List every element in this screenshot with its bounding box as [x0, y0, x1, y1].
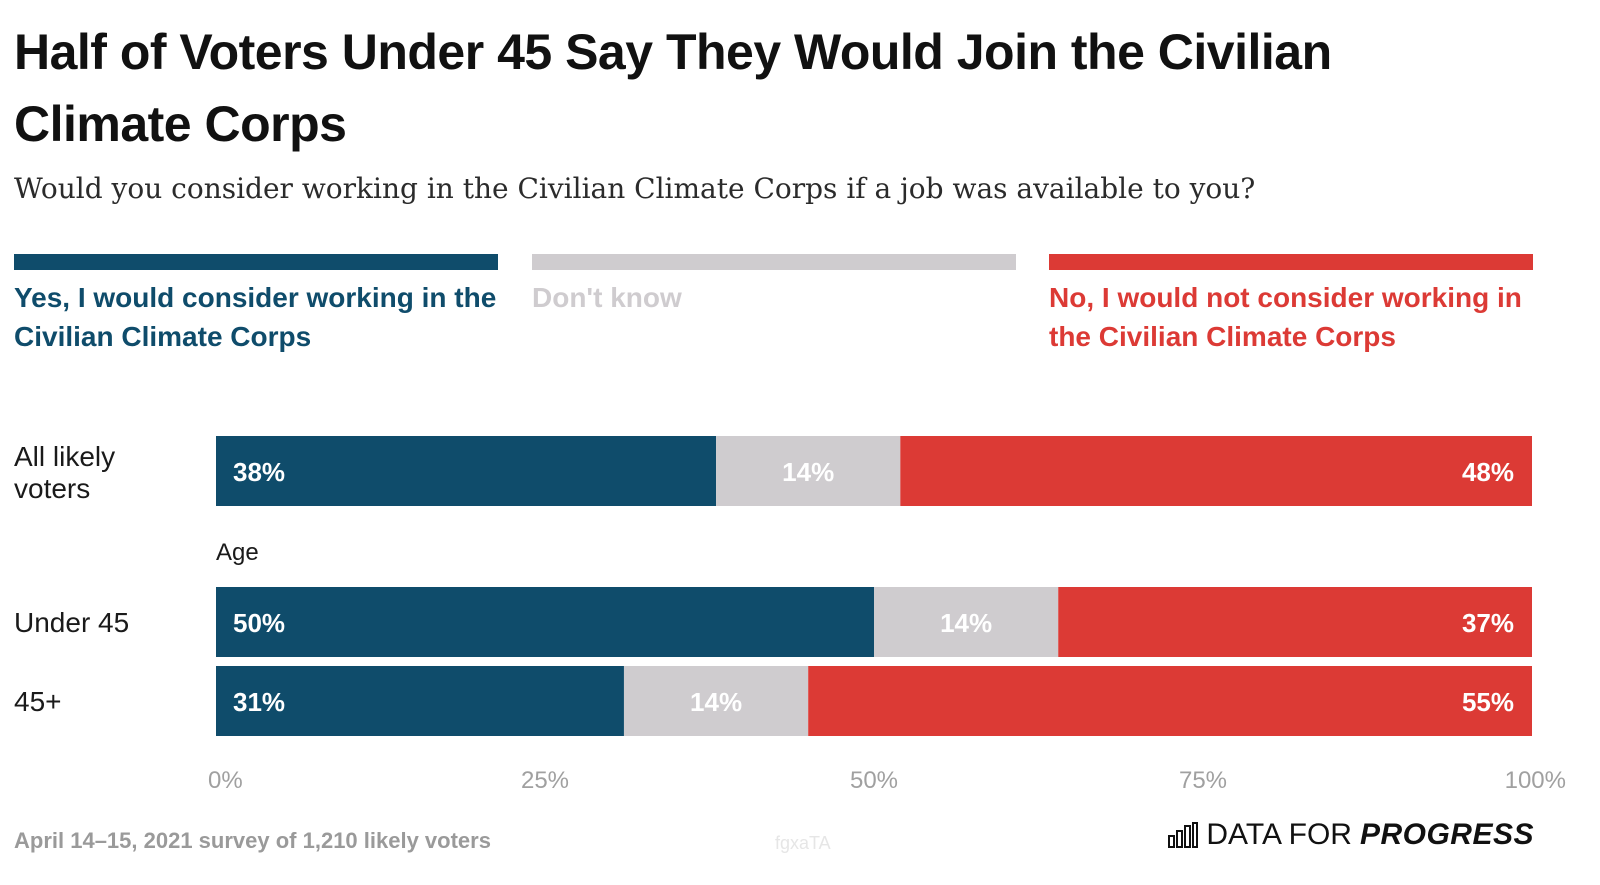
legend-item-no: No, I would not consider working in the … [1049, 254, 1533, 356]
legend-label-yes: Yes, I would consider working in the Civ… [14, 282, 497, 352]
chart-subtitle: Would you consider working in the Civili… [14, 172, 1256, 205]
bar-segment-dont-know [716, 436, 901, 506]
data-label-dont-know: 14% [940, 608, 992, 638]
category-label-all-likely-voters: All likely voters [14, 441, 115, 504]
legend-label-no: No, I would not consider working in the … [1049, 282, 1522, 352]
bar-segment-yes [216, 587, 874, 657]
legend-label-dont-know: Don't know [532, 282, 682, 313]
legend-swatch-yes [14, 254, 498, 270]
survey-note: April 14–15, 2021 survey of 1,210 likely… [14, 828, 491, 853]
x-tick-label: 50% [850, 767, 898, 794]
data-label-yes: 38% [233, 457, 285, 487]
group-label-age: Age [216, 539, 259, 566]
bar-segment-dont-know [623, 666, 809, 736]
data-label-yes: 50% [233, 608, 285, 638]
bar-segment-yes [216, 666, 624, 736]
category-label-45: 45+ [14, 686, 62, 717]
brand-strong: PROGRESS [1359, 818, 1534, 851]
x-tick-label: 75% [1179, 767, 1227, 794]
x-tick-label: 25% [521, 767, 569, 794]
brand-prefix: DATA FOR [1206, 818, 1352, 851]
data-label-dont-know: 14% [782, 457, 834, 487]
x-tick-label: 0% [208, 767, 243, 794]
data-label-no: 37% [1462, 608, 1514, 638]
bar-segment-no [808, 666, 1532, 736]
data-label-no: 55% [1462, 687, 1514, 717]
legend-item-dont-know: Don't know [532, 254, 1016, 317]
chart-title: Half of Voters Under 45 Say They Would J… [14, 24, 1332, 152]
category-label-under-45: Under 45 [14, 607, 129, 638]
bar-segment-no [900, 436, 1532, 506]
x-tick-label: 100% [1505, 767, 1566, 794]
legend-swatch-no [1049, 254, 1533, 270]
bar-segment-no [1058, 587, 1532, 657]
legend-item-yes: Yes, I would consider working in the Civ… [14, 254, 498, 356]
bar-segment-dont-know [874, 587, 1059, 657]
bar-chart-icon [1168, 822, 1199, 848]
watermark: fgxaTA [775, 833, 831, 853]
legend-swatch-dont-know [532, 254, 1016, 270]
brand-logo: DATA FOR PROGRESS [1168, 818, 1534, 852]
data-label-dont-know: 14% [690, 687, 742, 717]
bar-segment-yes [216, 436, 717, 506]
data-label-no: 48% [1462, 457, 1514, 487]
data-label-yes: 31% [233, 687, 285, 717]
